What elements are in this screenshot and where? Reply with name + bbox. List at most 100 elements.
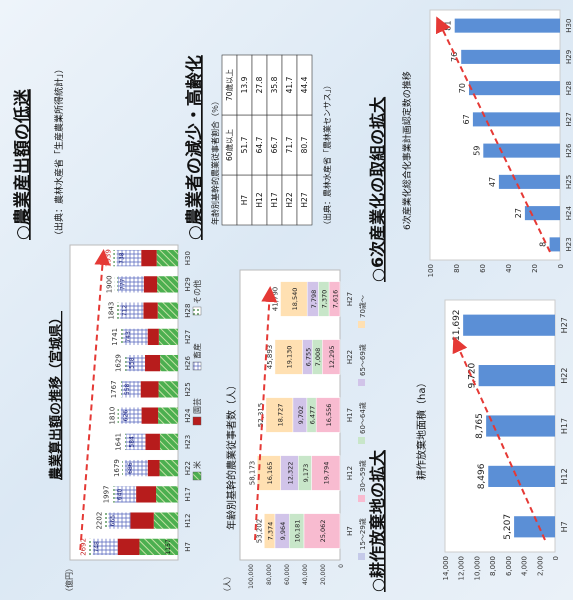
- livestock-label: 738: [118, 252, 125, 264]
- table-cell-text: 64.7: [255, 136, 264, 153]
- bar-rice: [157, 302, 179, 319]
- x-tick-label: H30: [184, 251, 192, 265]
- x-tick-label: H27: [565, 112, 573, 126]
- trend-arrow: [452, 336, 546, 541]
- x-tick-label: H7: [560, 521, 569, 532]
- total-label: 1641: [114, 433, 122, 451]
- y-tick-label: 20: [531, 264, 539, 273]
- total-label: 41,790: [271, 287, 279, 312]
- y-tick-label: 100: [427, 264, 435, 277]
- total-label: 1629: [115, 354, 123, 372]
- chart-frame: [429, 9, 561, 261]
- bar: [483, 143, 560, 158]
- table-cell-text: H7: [240, 195, 249, 206]
- legend-label: 15～29歳: [358, 518, 367, 550]
- bar-horticulture: [136, 486, 157, 503]
- livestock-label: 640: [116, 488, 123, 500]
- bar-livestock: [116, 249, 142, 267]
- bar-livestock: [124, 459, 148, 477]
- bar-horticulture: [147, 459, 160, 477]
- value-label: 27: [514, 208, 523, 218]
- chart-frame: [69, 244, 179, 561]
- x-tick-label: H12: [346, 466, 354, 480]
- x-tick-label: H26: [565, 143, 573, 158]
- section-title-abandoned: ○耕作放棄地の拡大: [368, 450, 387, 592]
- segment-label: 18,727: [276, 404, 284, 427]
- x-tick-label: H17: [184, 487, 192, 501]
- x-tick-label: H24: [565, 205, 573, 220]
- bar-horticulture: [140, 381, 159, 398]
- segment-label: 19,794: [323, 462, 331, 485]
- bar: [461, 49, 561, 64]
- table-cell-text: 51.7: [240, 136, 249, 153]
- total-label: 53,202: [255, 519, 263, 544]
- bar: [514, 516, 555, 538]
- legend-label: その他: [192, 280, 202, 304]
- table-cell-text: 41.7: [285, 76, 294, 93]
- total-label: 52,315: [257, 403, 265, 428]
- section-title-output: ○農業産出額の低迷: [12, 88, 33, 240]
- bar-rice: [160, 354, 178, 372]
- y-tick-label: 60,000: [284, 564, 291, 585]
- bar-rice: [157, 276, 179, 293]
- bar-livestock: [119, 302, 144, 319]
- legend-label: 70歳～: [358, 295, 367, 318]
- livestock-label: 777: [120, 278, 127, 290]
- table-cell: [221, 174, 238, 226]
- segment-label: 12,322: [286, 462, 294, 485]
- x-tick-label: H26: [184, 355, 192, 370]
- bar-horticulture: [141, 249, 157, 267]
- bar-horticulture: [117, 538, 140, 556]
- bar-other: [116, 302, 120, 319]
- chart-title: 農業算出額の推移（宮城県）: [48, 311, 64, 480]
- bar-rice: [139, 538, 178, 556]
- section-title-farmers: ○農業者の減少・高齢化: [184, 55, 205, 240]
- value-label: 8,765: [475, 413, 485, 439]
- table-cell-text: H22: [285, 192, 294, 207]
- bar-other: [104, 512, 109, 529]
- x-tick-label: H7: [346, 526, 354, 536]
- y-tick-label: 60: [479, 264, 487, 273]
- value-label: 11,692: [452, 309, 462, 341]
- x-tick-label: H17: [560, 418, 569, 434]
- bar-horticulture: [143, 302, 158, 319]
- bar-horticulture: [143, 276, 158, 293]
- y-tick-label: 0: [557, 264, 565, 268]
- bar-segment: [257, 455, 281, 491]
- value-label: 70: [458, 83, 467, 93]
- source-note: （出典：農林水産省「農林業センサス」）: [322, 81, 332, 229]
- y-tick-label: 4,000: [521, 556, 529, 576]
- x-tick-label: H28: [565, 81, 573, 95]
- livestock-label: 558: [124, 383, 131, 395]
- table-cell-text: 71.7: [285, 136, 294, 153]
- x-tick-label: H12: [184, 514, 192, 528]
- table-cell-text: 60歳以上: [224, 128, 234, 161]
- y-tick-label: 40,000: [302, 564, 309, 585]
- table-cell-text: 70歳以上: [224, 68, 234, 101]
- table-cell-text: H27: [300, 192, 309, 207]
- bar-horticulture: [141, 407, 159, 424]
- segment-label: 6,755: [304, 348, 312, 367]
- y-tick-label: 80: [453, 264, 461, 273]
- legend-swatch: [192, 471, 202, 481]
- bar-segment: [265, 397, 294, 433]
- livestock-label: 712: [122, 305, 129, 317]
- bar-rice: [156, 249, 179, 267]
- trend-arrow: [254, 286, 278, 541]
- table-cell-text: 80.7: [300, 136, 309, 153]
- section-title-sixth-industry: ○6次産業化の取組の拡大: [368, 97, 387, 282]
- bar-rice: [158, 407, 178, 424]
- bar-livestock: [126, 433, 146, 451]
- livestock-label: 626: [123, 410, 130, 422]
- legend-swatch: [358, 553, 365, 560]
- bar-rice: [158, 328, 178, 346]
- rice-label: 1157: [165, 539, 172, 554]
- segment-label: 10,181: [294, 520, 302, 543]
- trend-arrow: [436, 16, 551, 253]
- total-label: 1900: [106, 275, 114, 293]
- bar-other: [123, 433, 127, 451]
- legend-label: 畜産: [192, 343, 202, 359]
- legend-label: 60～64歳: [358, 402, 367, 434]
- legend-label: 65～69歳: [358, 344, 367, 376]
